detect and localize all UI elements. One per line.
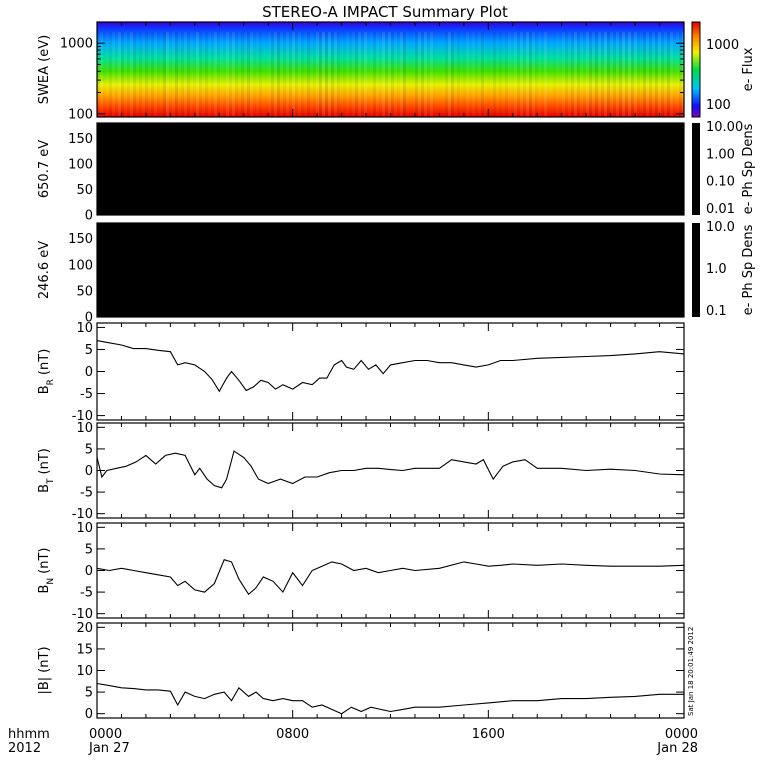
series-line-3 <box>96 559 685 596</box>
series-line-4 <box>96 682 684 715</box>
y-axis-label: |B| (nT) <box>37 646 52 694</box>
colorbar-tick-label: 100 <box>706 98 731 113</box>
pitch-angle-spectrogram-1 <box>97 123 684 215</box>
colorbar-tick-label: 0.1 <box>706 304 727 319</box>
colorbar-tick-label: 1.0 <box>706 262 727 277</box>
y-tick-label: 15 <box>76 642 93 657</box>
y-axis-label: 246.6 eV <box>37 241 52 299</box>
y-tick-label: 50 <box>76 183 93 198</box>
timestamp-stamp: Sat Jan 18 20:01:49 2012 <box>687 627 695 716</box>
x-axis-left-label-2: 2012 <box>8 741 41 756</box>
panel-frame <box>96 322 685 421</box>
y-tick-label: 50 <box>76 284 93 299</box>
colorbar-tick-label: 1.00 <box>706 147 735 162</box>
y-tick-label: 0 <box>85 311 93 326</box>
colorbar-label: e- Ph Sp Dens <box>741 224 756 315</box>
y-axis-label-main: B <box>37 585 52 594</box>
pitch-angle-spectrogram-2 <box>97 223 684 317</box>
y-axis-label-main: |B| <box>37 677 52 695</box>
y-tick-label: -10 <box>72 409 93 424</box>
y-tick-label: -5 <box>80 586 93 601</box>
panel-4: 10 5 0 -5 -10 BR (nT) <box>37 321 685 424</box>
y-axis-label-main: B <box>37 484 52 493</box>
y-tick-label: 0 <box>85 365 93 380</box>
x-tick-label: 0000 <box>89 727 122 742</box>
y-tick-label: 100 <box>68 157 93 172</box>
x-tick-label: 0800 <box>276 727 309 742</box>
y-axis-label-main: 650.7 eV <box>37 140 52 198</box>
colorbar-label: e- Flux <box>741 47 756 91</box>
colorbar-label: e- Ph Sp Dens <box>741 123 756 214</box>
colorbar-tick-label: 0.01 <box>706 202 735 217</box>
y-tick-label: 100 <box>68 107 93 122</box>
colorbar-tick-label: 10.00 <box>706 120 743 135</box>
colorbar-tick-label: 1000 <box>706 38 739 53</box>
y-tick-label: 10 <box>76 321 93 336</box>
plot-title: STEREO-A IMPACT Summary Plot <box>262 3 508 21</box>
y-tick-label: 0 <box>85 707 93 722</box>
y-tick-label: 0 <box>85 464 93 479</box>
panel-3: 0 50 100 150 246.6 eV 10.0 1.0 0.1 e- Ph Sp Dens <box>37 220 756 326</box>
density-colorbar-1 <box>692 123 700 215</box>
y-tick-label: 5 <box>85 686 93 701</box>
y-tick-label: 0 <box>85 564 93 579</box>
y-axis-label-unit: (nT) <box>37 448 52 474</box>
x-axis-left-label-1: hhmm <box>8 727 50 742</box>
y-axis-label: BN (nT) <box>37 548 56 594</box>
y-axis-label-subscript: T <box>46 478 56 485</box>
panel-6: 10 5 0 -5 -10 BN (nT) <box>37 521 685 622</box>
y-tick-label: 150 <box>68 232 93 247</box>
series-line-2 <box>96 450 685 489</box>
y-tick-label: 10 <box>76 421 93 436</box>
y-tick-label: 10 <box>76 664 93 679</box>
y-axis-label-subscript: R <box>46 379 56 385</box>
y-axis-label-unit: (nT) <box>37 646 52 672</box>
series-line-1 <box>96 340 685 393</box>
y-tick-label: 10 <box>76 521 93 536</box>
y-axis-label-main: B <box>37 385 52 394</box>
y-axis-label-unit: (nT) <box>37 349 52 375</box>
y-tick-label: 5 <box>85 343 93 358</box>
y-tick-label: 5 <box>85 442 93 457</box>
colorbar-tick-label: 10.0 <box>706 220 735 235</box>
y-tick-label: 0 <box>85 209 93 224</box>
density-colorbar-2 <box>692 223 700 317</box>
y-axis-label: SWEA (eV) <box>37 35 52 104</box>
y-tick-label: 100 <box>68 258 93 273</box>
y-tick-label: -10 <box>72 507 93 522</box>
x-tick-label: 0000 <box>665 727 698 742</box>
y-tick-label: -5 <box>80 486 93 501</box>
flux-colorbar <box>691 21 701 118</box>
y-axis-label-unit: (nT) <box>37 548 52 574</box>
x-tick-sublabel: Jan 28 <box>656 741 698 756</box>
colorbar-tick-label: 0.10 <box>706 175 735 190</box>
y-axis-label-subscript: N <box>46 578 56 585</box>
panel-2: 0 50 100 150 650.7 eV 10.00 1.00 0.10 0.01 e- Ph … <box>37 120 756 224</box>
y-tick-label: -10 <box>72 607 93 622</box>
y-axis-label-main: SWEA (eV) <box>37 35 52 104</box>
y-tick-label: 20 <box>76 621 93 636</box>
swea-spectrogram <box>97 22 684 117</box>
x-tick-label: 1600 <box>472 727 505 742</box>
y-axis-label: BT (nT) <box>37 448 56 493</box>
y-tick-label: -5 <box>80 387 93 402</box>
y-tick-label: 150 <box>68 132 93 147</box>
panel-5: 10 5 0 -5 -10 BT (nT) <box>37 421 685 522</box>
y-tick-label: 1000 <box>60 37 93 52</box>
y-axis-label-main: 246.6 eV <box>37 241 52 299</box>
panel-7: 20 15 10 5 0 |B| (nT) <box>37 621 685 722</box>
x-tick-sublabel: Jan 27 <box>88 741 130 756</box>
panel-1: 100 1000 SWEA (eV) 1000 100 e- Flux <box>37 21 756 122</box>
y-axis-label: 650.7 eV <box>37 140 52 198</box>
y-axis-label: BR (nT) <box>37 349 56 395</box>
panel-frame <box>96 622 685 719</box>
y-tick-label: 5 <box>85 542 93 557</box>
